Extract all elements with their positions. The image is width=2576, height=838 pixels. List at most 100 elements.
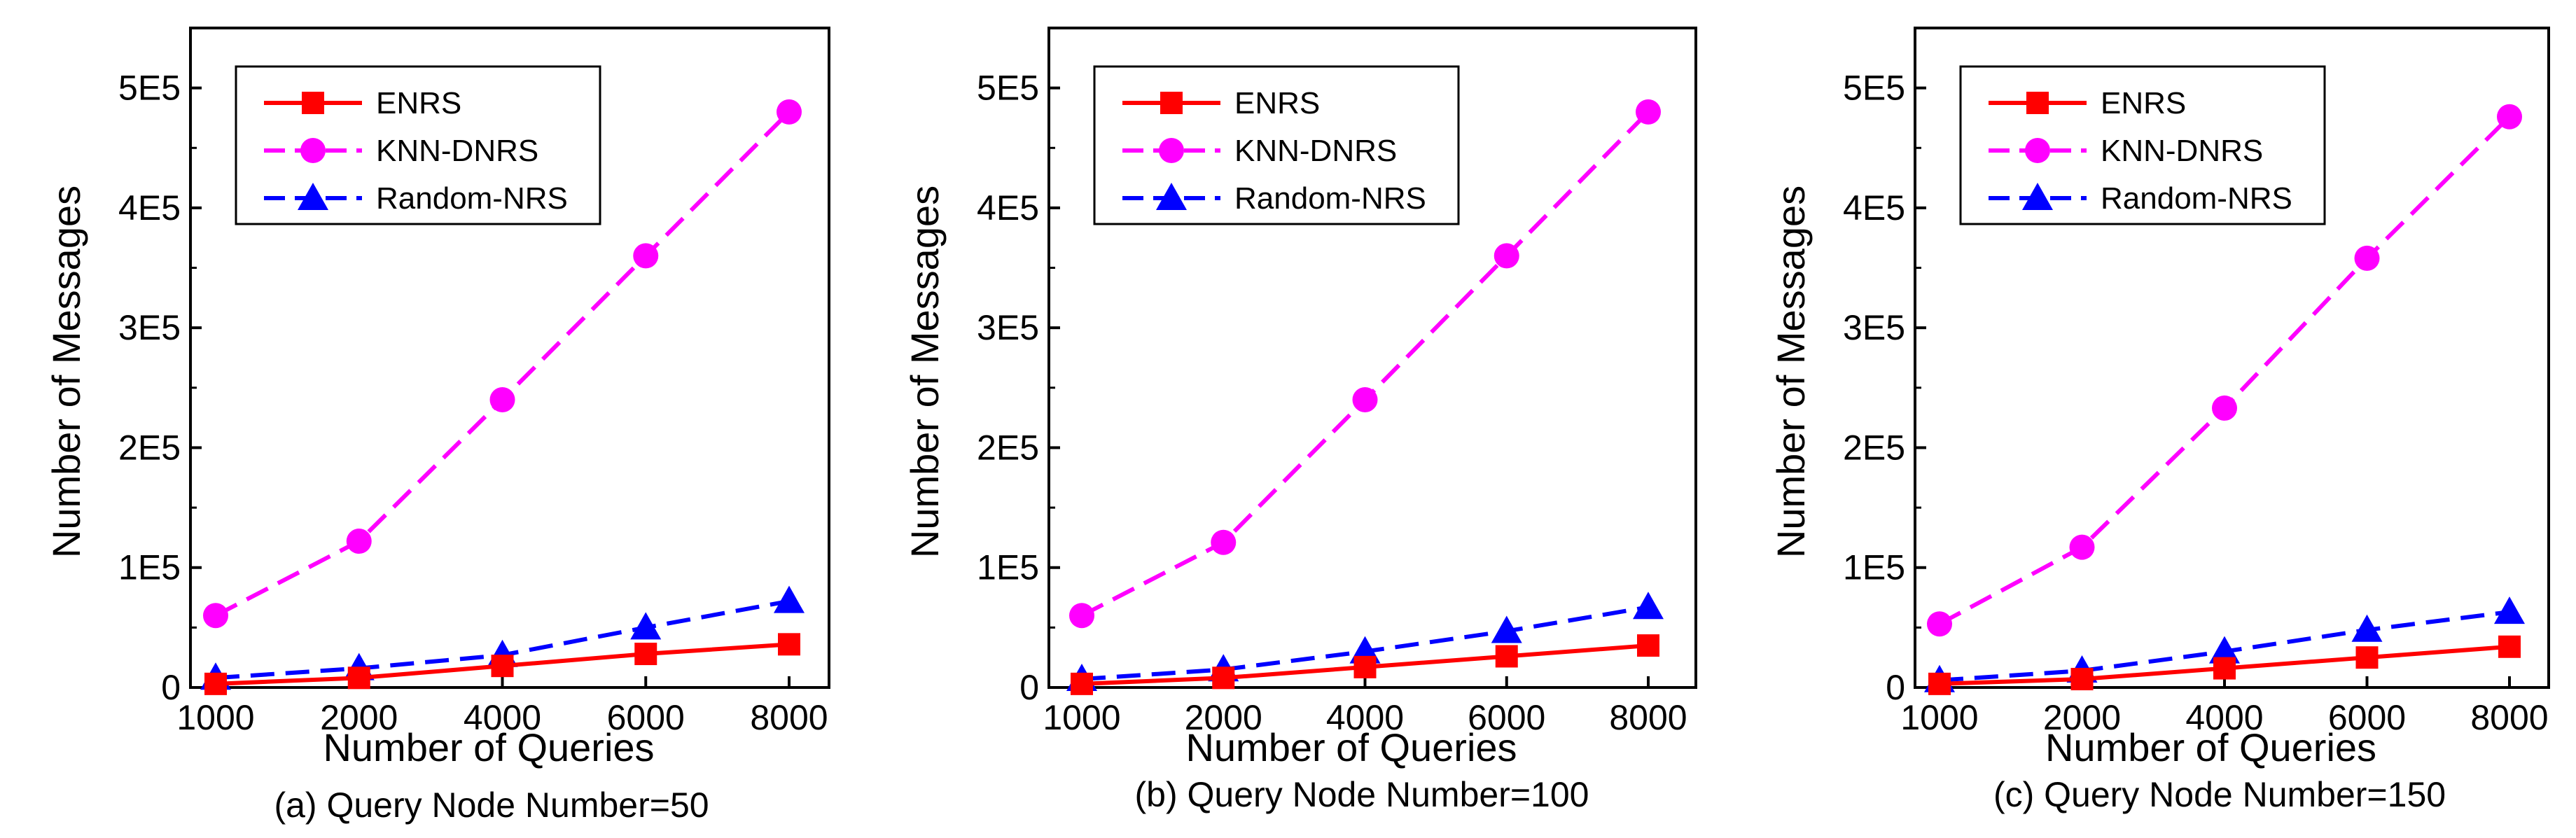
y-tick-label: 3E5 xyxy=(1843,308,1905,347)
chart-1: 0 1E5 2E5 3E5 4E5 5E5 1000 2000 4000 6000 8000 Numb… xyxy=(903,27,1697,814)
y-tick-label: 5E5 xyxy=(977,69,1039,108)
y-tick-label: 0 xyxy=(1886,668,1905,707)
series-knn-dnrs xyxy=(203,99,802,629)
y-tick-label: 5E5 xyxy=(118,69,181,108)
data-point xyxy=(778,633,800,656)
y-tick-label: 1E5 xyxy=(118,548,181,587)
data-point xyxy=(2498,635,2521,658)
y-axis-title: Number of Messages xyxy=(1769,186,1813,558)
data-point xyxy=(1069,603,1094,629)
data-point xyxy=(346,529,372,554)
data-point xyxy=(1927,611,1952,637)
y-tick-label: 2E5 xyxy=(1843,428,1905,467)
legend-label: KNN-DNRS xyxy=(1234,134,1397,168)
y-tick-label: 4E5 xyxy=(1843,188,1905,228)
panel-caption: (c) Query Node Number=150 xyxy=(1993,775,2446,814)
series-enrs xyxy=(204,633,800,695)
data-point xyxy=(1071,672,1093,695)
y-axis-title: Number of Messages xyxy=(903,186,947,558)
data-point xyxy=(630,612,662,640)
y-tick-label: 0 xyxy=(1019,668,1039,707)
data-point xyxy=(774,585,805,613)
series-knn-dnrs xyxy=(1927,104,2522,637)
data-point xyxy=(2209,636,2240,664)
data-point xyxy=(1494,243,1519,269)
legend-box xyxy=(1093,65,1460,225)
data-point xyxy=(1636,99,1661,125)
x-axis-title: Number of Queries xyxy=(2045,725,2376,769)
legend-marker xyxy=(1159,138,1184,163)
data-point xyxy=(1211,529,1237,555)
legend-marker xyxy=(298,183,328,210)
legend-label: ENRS xyxy=(376,86,461,120)
data-point xyxy=(1491,615,1522,643)
data-point xyxy=(2069,534,2095,560)
y-tick-label: 3E5 xyxy=(977,308,1039,347)
plot-frame xyxy=(1047,27,1697,689)
data-point xyxy=(2213,657,2236,680)
legend-marker xyxy=(2022,183,2053,210)
x-tick-label: 6000 xyxy=(2328,698,2406,737)
data-point xyxy=(634,643,657,666)
y-tick-label: 4E5 xyxy=(118,188,181,228)
data-point xyxy=(1928,672,1951,695)
data-point xyxy=(1353,655,1377,678)
x-tick-label: 6000 xyxy=(607,698,685,737)
x-tick-label: 4000 xyxy=(2185,698,2263,737)
y-tick-label: 3E5 xyxy=(118,308,181,347)
legend: ENRS KNN-DNRS Random-NRS xyxy=(1093,65,1460,225)
x-tick-label: 4000 xyxy=(1326,698,1404,737)
series-enrs xyxy=(1071,634,1659,695)
data-point xyxy=(2354,245,2380,271)
y-tick-label: 1E5 xyxy=(977,548,1039,587)
data-point xyxy=(203,603,228,629)
legend-label: Random-NRS xyxy=(2101,181,2292,216)
legend-marker xyxy=(1156,183,1187,210)
data-point xyxy=(204,672,227,695)
y-tick-label: 2E5 xyxy=(977,428,1039,467)
x-tick-label: 1000 xyxy=(176,698,254,737)
legend-label: Random-NRS xyxy=(376,181,568,216)
x-tick-label: 8000 xyxy=(750,698,828,737)
data-point xyxy=(489,386,515,412)
y-axis-title: Number of Messages xyxy=(44,186,88,558)
legend-label: Random-NRS xyxy=(1234,181,1426,216)
chart-0: 0 1E5 2E5 3E5 4E5 5E5 1000 2000 4000 6000 8000 Numb… xyxy=(44,27,830,825)
y-tick-label: 0 xyxy=(161,668,181,707)
plot-frame xyxy=(189,27,830,689)
x-tick-label: 8000 xyxy=(2470,698,2548,737)
data-point xyxy=(2070,668,2094,691)
x-axis-title: Number of Queries xyxy=(1185,725,1517,769)
x-tick-label: 8000 xyxy=(1609,698,1687,737)
legend-label: ENRS xyxy=(1234,86,1320,120)
series-enrs xyxy=(1928,635,2521,695)
data-point xyxy=(2494,596,2525,624)
x-tick-label: 1000 xyxy=(1900,698,1978,737)
x-tick-label: 1000 xyxy=(1043,698,1120,737)
x-tick-label: 2000 xyxy=(2043,698,2121,737)
data-point xyxy=(2351,614,2383,642)
x-tick-label: 2000 xyxy=(1185,698,1262,737)
legend-label: KNN-DNRS xyxy=(2101,134,2263,168)
x-tick-label: 4000 xyxy=(464,698,541,737)
y-tick-label: 4E5 xyxy=(977,188,1039,228)
legend: ENRS KNN-DNRS Random-NRS xyxy=(235,65,601,225)
legend: ENRS KNN-DNRS Random-NRS xyxy=(1959,65,2326,225)
legend-marker xyxy=(302,92,324,114)
x-tick-label: 2000 xyxy=(320,698,398,737)
panel-caption: (b) Query Node Number=100 xyxy=(1135,775,1589,814)
panel-caption: (a) Query Node Number=50 xyxy=(274,785,709,825)
legend-marker xyxy=(300,138,326,163)
data-point xyxy=(777,99,802,125)
data-point xyxy=(1633,592,1664,620)
chart-2: 0 1E5 2E5 3E5 4E5 5E5 1000 2000 4000 6000 8000 Numb… xyxy=(1769,27,2550,814)
x-axis-title: Number of Queries xyxy=(323,725,654,769)
series-knn-dnrs xyxy=(1069,99,1661,629)
legend-marker xyxy=(1160,92,1183,114)
data-point xyxy=(1495,645,1518,668)
data-point xyxy=(2355,646,2379,669)
data-point xyxy=(491,655,514,678)
plot-frame xyxy=(1914,27,2550,689)
data-point xyxy=(347,666,370,690)
